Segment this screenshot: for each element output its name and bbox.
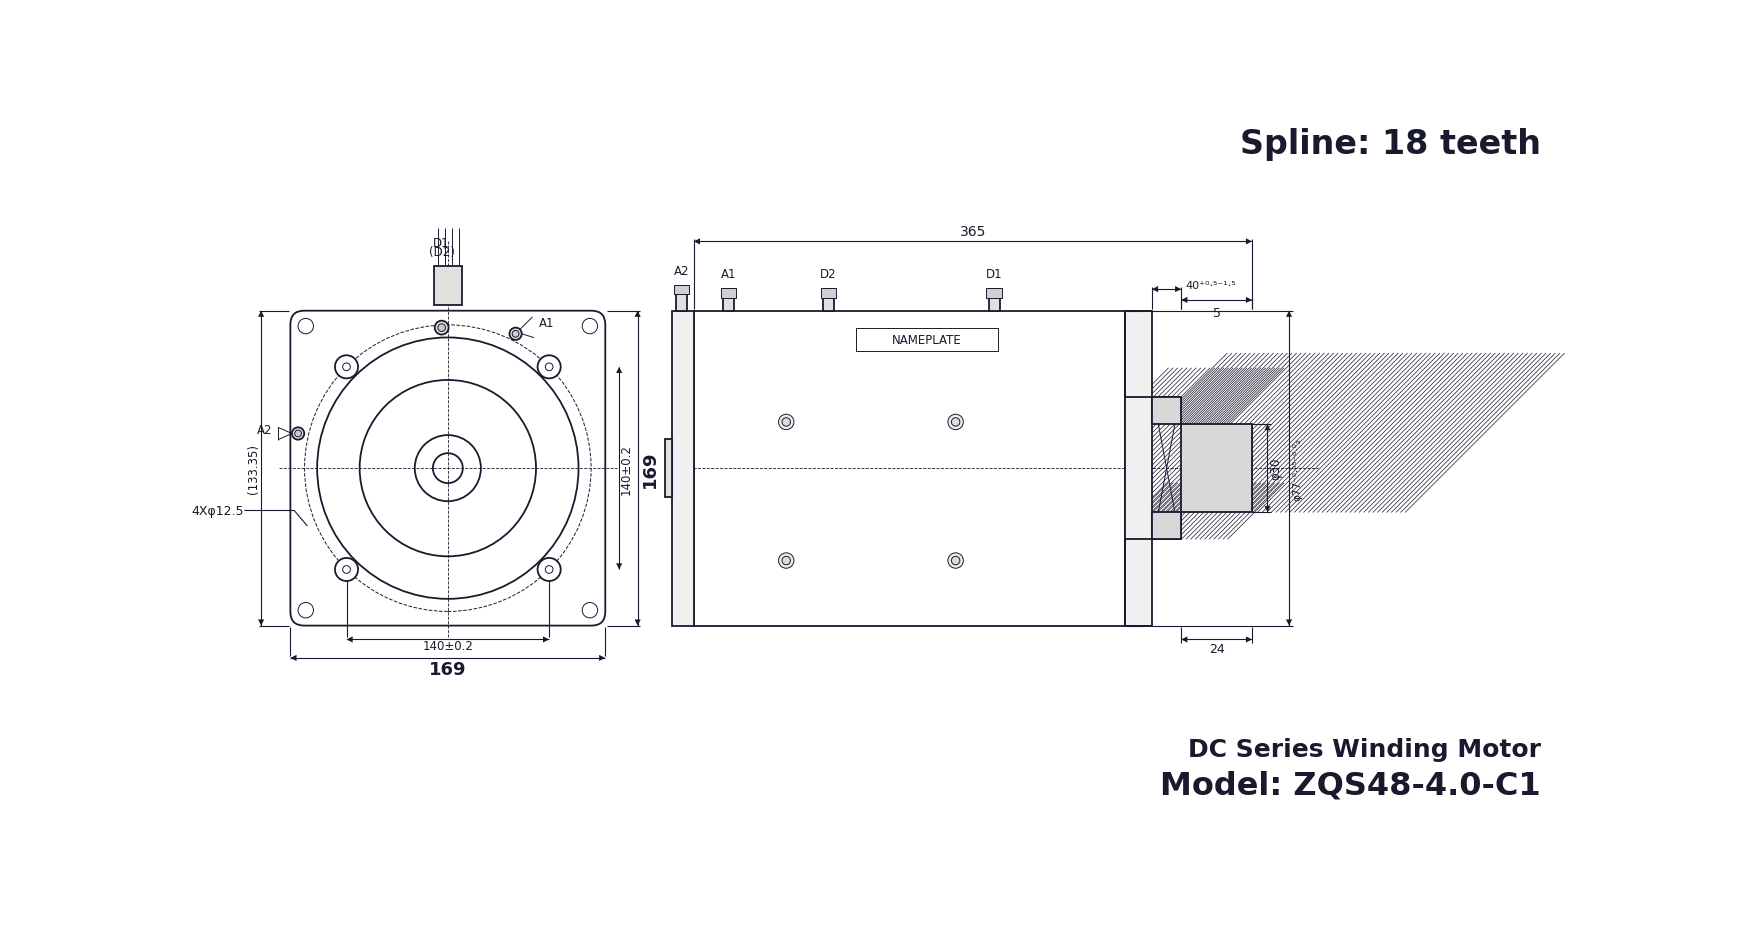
Bar — [822, 290, 835, 312]
Circle shape — [537, 558, 560, 582]
Circle shape — [947, 414, 963, 430]
Bar — [694, 312, 1125, 626]
Text: Spline: 18 teeth: Spline: 18 teeth — [1240, 127, 1541, 160]
Circle shape — [298, 319, 313, 334]
Polygon shape — [616, 367, 622, 374]
Bar — [673, 312, 694, 626]
Bar — [1125, 312, 1152, 626]
Polygon shape — [1264, 507, 1271, 513]
Polygon shape — [259, 620, 264, 626]
Bar — [1182, 425, 1252, 513]
Polygon shape — [616, 564, 622, 570]
Bar — [856, 329, 998, 351]
Circle shape — [947, 553, 963, 568]
Text: 140±0.2: 140±0.2 — [423, 639, 474, 652]
Text: D1: D1 — [986, 267, 1002, 280]
Circle shape — [298, 603, 313, 618]
Circle shape — [782, 557, 791, 565]
Circle shape — [335, 356, 357, 379]
Bar — [676, 287, 687, 312]
Circle shape — [509, 329, 521, 341]
Polygon shape — [1286, 312, 1293, 317]
FancyBboxPatch shape — [291, 312, 606, 626]
Text: A2: A2 — [674, 264, 689, 278]
Text: 140±0.2: 140±0.2 — [620, 444, 632, 494]
Polygon shape — [347, 636, 352, 643]
Polygon shape — [1247, 239, 1252, 245]
Polygon shape — [1247, 636, 1252, 643]
Circle shape — [294, 430, 301, 437]
Circle shape — [537, 356, 560, 379]
Text: 4Xφ12.5: 4Xφ12.5 — [192, 504, 245, 517]
Polygon shape — [634, 620, 641, 626]
Circle shape — [416, 435, 481, 501]
Polygon shape — [1247, 297, 1252, 304]
Text: 40⁺⁰⋅⁵⁻¹⋅⁵: 40⁺⁰⋅⁵⁻¹⋅⁵ — [1185, 281, 1236, 291]
Text: φ77⁻⁰⋅⁰⁵⁻⁰⋅⁰₂: φ77⁻⁰⋅⁰⁵⁻⁰⋅⁰₂ — [1293, 437, 1301, 500]
Circle shape — [292, 428, 305, 440]
Text: 169: 169 — [430, 660, 467, 678]
Bar — [988, 290, 1000, 312]
Polygon shape — [291, 655, 296, 662]
Circle shape — [778, 553, 794, 568]
Bar — [986, 289, 1002, 298]
Polygon shape — [259, 312, 264, 317]
Text: φ30: φ30 — [1270, 458, 1282, 480]
Circle shape — [546, 566, 553, 574]
Polygon shape — [1182, 636, 1187, 643]
Circle shape — [782, 418, 791, 427]
Circle shape — [778, 414, 794, 430]
Polygon shape — [694, 239, 699, 245]
Polygon shape — [634, 312, 641, 317]
Text: (133.35): (133.35) — [247, 444, 261, 494]
Circle shape — [512, 331, 519, 338]
Circle shape — [343, 363, 350, 371]
Text: 169: 169 — [641, 450, 659, 487]
Bar — [724, 290, 734, 312]
Text: D1: D1 — [433, 237, 451, 250]
Polygon shape — [1286, 620, 1293, 626]
Polygon shape — [1152, 287, 1159, 293]
Circle shape — [583, 319, 597, 334]
Text: 5: 5 — [1213, 307, 1220, 320]
Polygon shape — [1175, 287, 1182, 293]
Text: NAMEPLATE: NAMEPLATE — [891, 333, 962, 346]
Text: (D2): (D2) — [428, 246, 454, 259]
Circle shape — [438, 325, 446, 332]
Polygon shape — [1264, 425, 1271, 430]
Text: D2: D2 — [821, 267, 836, 280]
Circle shape — [435, 321, 449, 335]
Bar — [720, 289, 736, 298]
Bar — [664, 440, 673, 497]
Polygon shape — [1182, 297, 1187, 304]
Circle shape — [305, 326, 592, 612]
Text: A1: A1 — [720, 267, 736, 280]
Circle shape — [317, 338, 579, 599]
Circle shape — [359, 380, 535, 557]
Text: Model: ZQS48-4.0-C1: Model: ZQS48-4.0-C1 — [1160, 769, 1541, 801]
Text: A2: A2 — [257, 424, 273, 437]
Circle shape — [951, 557, 960, 565]
Text: A1: A1 — [539, 316, 555, 329]
Circle shape — [583, 603, 597, 618]
Circle shape — [951, 418, 960, 427]
Text: 24: 24 — [1208, 643, 1224, 655]
Text: DC Series Winding Motor: DC Series Winding Motor — [1189, 737, 1541, 762]
Circle shape — [343, 566, 350, 574]
Bar — [674, 285, 689, 295]
Polygon shape — [542, 636, 549, 643]
Text: 365: 365 — [960, 225, 986, 239]
Bar — [1152, 513, 1182, 539]
Circle shape — [433, 454, 463, 483]
Circle shape — [546, 363, 553, 371]
Bar — [821, 289, 836, 298]
Bar — [1152, 397, 1182, 425]
Circle shape — [335, 558, 357, 582]
Bar — [433, 267, 461, 305]
Polygon shape — [599, 655, 606, 662]
